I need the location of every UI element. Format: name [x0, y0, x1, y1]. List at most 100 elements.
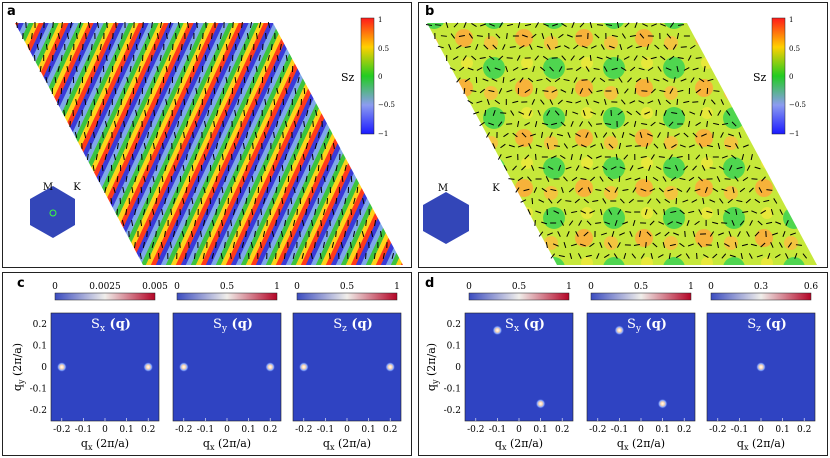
spin-arrow — [531, 99, 536, 105]
spin-arrow — [623, 121, 629, 127]
spin-arrow — [16, 21, 18, 29]
colorbar-tick: 1 — [688, 282, 694, 292]
spin-arrow — [521, 165, 527, 171]
spin-arrow — [96, 87, 99, 95]
spin-arrow — [653, 143, 659, 149]
spin-arrow — [235, 43, 237, 51]
spin-arrow — [258, 54, 261, 62]
spin-arrow — [215, 208, 218, 216]
spin-arrow — [731, 121, 737, 127]
spin-arrow — [520, 199, 527, 203]
spin-arrow — [605, 56, 612, 60]
spin-arrow — [99, 76, 102, 84]
spin-arrow — [108, 76, 111, 84]
spin-arrow — [251, 175, 254, 182]
spin-arrow — [655, 109, 657, 117]
spin-arrow — [622, 188, 629, 192]
spin-arrow — [638, 100, 645, 104]
spin-arrow — [486, 132, 490, 138]
spin-arrow — [790, 232, 797, 236]
spin-arrow — [652, 209, 658, 215]
spin-arrow — [552, 23, 558, 27]
spin-arrow — [138, 32, 142, 40]
spin-arrow — [662, 241, 666, 249]
spin-arrow — [679, 177, 686, 181]
spin-arrow — [677, 24, 685, 26]
spin-arrow — [695, 154, 701, 160]
spin-arrow — [590, 144, 596, 148]
spin-arrow — [303, 87, 306, 95]
spin-arrow — [623, 154, 629, 160]
x-tick-label: 0 — [344, 425, 350, 435]
spin-arrow — [317, 165, 320, 172]
spin-arrow — [547, 232, 553, 236]
spin-arrow — [69, 21, 73, 29]
spin-arrow — [712, 221, 719, 225]
sq-map-c-2 — [292, 312, 402, 422]
spin-arrow — [45, 43, 48, 51]
colorbar-tick: 0 — [294, 282, 300, 292]
spin-arrow — [146, 198, 149, 205]
spin-arrow — [618, 77, 623, 83]
spin-arrow — [207, 76, 210, 84]
spin-arrow — [541, 221, 548, 225]
spin-arrow — [78, 54, 81, 62]
spin-arrow — [160, 241, 164, 249]
spin-arrow — [667, 221, 673, 225]
spin-arrow — [249, 21, 253, 29]
spin-arrow — [54, 76, 57, 84]
spin-arrow — [575, 66, 582, 72]
spin-arrow — [147, 65, 150, 73]
colorbar-tick: 0.5 — [220, 282, 235, 292]
spin-arrow — [191, 197, 194, 205]
spin-arrow — [766, 189, 773, 191]
spin-arrow — [479, 88, 486, 94]
spin-arrow — [374, 219, 377, 227]
spin-arrow — [238, 252, 241, 260]
spin-arrow — [85, 32, 87, 40]
spin-arrow — [129, 32, 132, 40]
spin-arrow — [492, 44, 498, 50]
spin-arrow — [754, 231, 760, 237]
spin-arrow — [736, 199, 743, 203]
spin-arrow — [596, 56, 603, 60]
spin-arrow — [471, 22, 477, 28]
spin-arrow — [687, 243, 694, 247]
inset-label-k-a: K — [73, 182, 81, 193]
spin-arrow — [742, 210, 749, 214]
spin-arrow — [353, 197, 356, 204]
spin-arrow — [585, 132, 589, 138]
spin-arrow — [506, 32, 508, 40]
spin-arrow — [202, 219, 206, 227]
spin-arrow — [229, 252, 232, 260]
spin-arrow — [645, 142, 649, 149]
spin-arrow — [650, 56, 657, 60]
spin-arrow — [570, 154, 573, 161]
x-tick-label: 0.1 — [119, 425, 133, 435]
spin-arrow — [644, 208, 648, 215]
spin-arrow — [635, 77, 642, 83]
colorbar-tick: 1 — [566, 282, 572, 292]
spin-arrow — [189, 43, 192, 51]
spin-arrow — [639, 33, 645, 39]
spin-arrow — [590, 45, 597, 49]
spin-arrow — [742, 144, 749, 148]
panel-c: c 0 0.0025 0.005 Sx (q) -0.2 -0.1 0 0.1 0.2 0.2 0.… — [2, 272, 412, 456]
spin-arrow — [583, 231, 589, 237]
spin-arrow — [456, 77, 461, 83]
spin-arrow — [540, 131, 544, 139]
spin-arrow — [749, 220, 753, 226]
spin-arrow — [608, 45, 615, 49]
spin-arrow — [604, 187, 611, 193]
spin-arrow — [637, 166, 644, 170]
spin-arrow — [237, 98, 240, 106]
spin-arrow — [695, 57, 702, 59]
spin-arrow — [146, 131, 150, 139]
spin-arrow — [262, 230, 266, 238]
spin-arrow — [617, 209, 622, 215]
spin-arrow — [344, 197, 347, 205]
spin-arrow — [133, 241, 136, 249]
spin-arrow — [241, 21, 243, 29]
spin-arrow — [534, 120, 538, 128]
spin-arrow — [192, 132, 194, 139]
